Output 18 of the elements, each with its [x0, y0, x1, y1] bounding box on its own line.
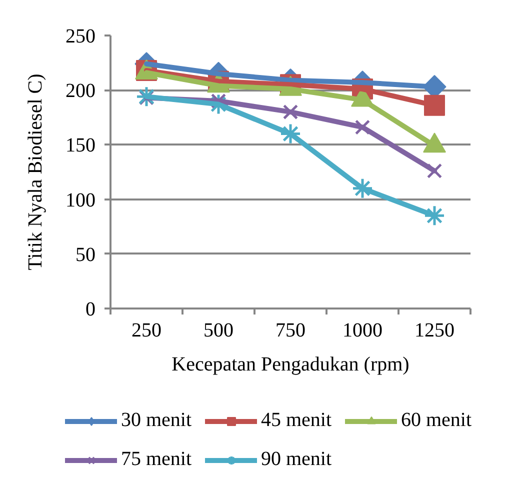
- y-tick-label: 250: [66, 26, 96, 48]
- y-axis-title: Titik Nyala Biodiesel C): [24, 74, 46, 270]
- x-tick-label: 250: [132, 320, 162, 342]
- y-tick-label: 100: [66, 189, 96, 212]
- x-tick-label: 1250: [414, 320, 454, 342]
- legend-label: 45 menit: [261, 408, 333, 433]
- x-tick-label: 750: [276, 320, 306, 342]
- legend-label: 60 menit: [401, 408, 473, 433]
- x-tick-label: 500: [204, 320, 234, 342]
- x-axis-title: Kecepatan Pengadukan (rpm): [172, 354, 410, 376]
- y-tick-label: 200: [66, 80, 96, 102]
- legend-label: 30 menit: [121, 408, 193, 433]
- y-tick-label: 50: [76, 244, 96, 266]
- x-tick-label: 1000: [342, 320, 382, 342]
- legend-label: 90 menit: [261, 447, 333, 472]
- y-tick-label: 0: [86, 298, 96, 320]
- y-tick-label: 150: [66, 134, 96, 157]
- legend-label: 75 menit: [121, 447, 193, 472]
